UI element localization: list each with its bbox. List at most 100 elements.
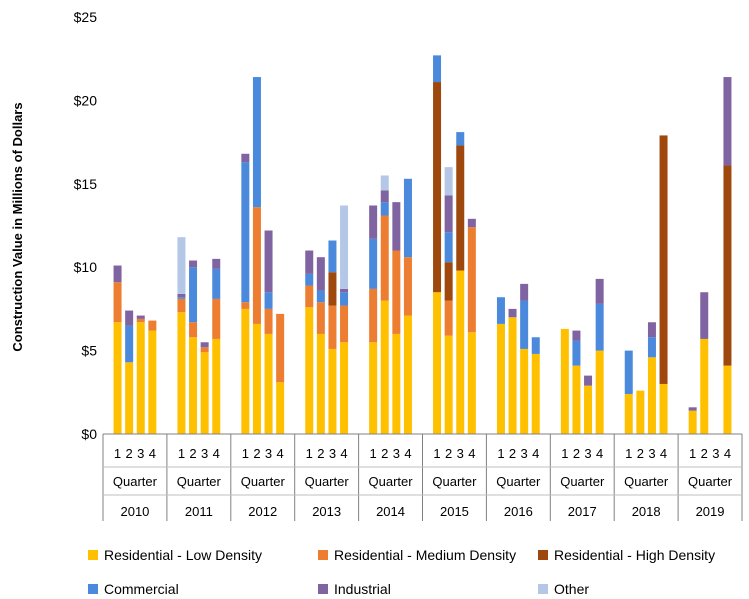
y-tick-label: $15 (74, 176, 98, 192)
bar-segment (125, 310, 134, 326)
bar-segment (595, 350, 604, 434)
y-tick-label: $25 (74, 9, 98, 25)
bar-segment (369, 342, 378, 434)
bar-segment (340, 292, 349, 306)
bar-segment (241, 308, 250, 434)
y-tick-label: $10 (74, 259, 98, 275)
year-tick-label: 2013 (312, 504, 341, 519)
quarter-tick-label: 2 (509, 446, 516, 461)
quarter-tick-label: 2 (701, 446, 708, 461)
bar-segment (433, 55, 442, 83)
bar-segment (403, 315, 412, 434)
bar-segment (647, 337, 656, 358)
bar-segment (340, 305, 349, 343)
bar-segment (403, 257, 412, 316)
quarter-tick-label: 2 (253, 446, 260, 461)
quarter-tick-label: 1 (433, 446, 440, 461)
bar-segment (584, 375, 593, 386)
quarter-tick-label: 4 (340, 446, 347, 461)
bar-segment (520, 348, 529, 434)
legend-swatch (88, 550, 98, 560)
legend-label: Industrial (334, 581, 391, 597)
quarter-tick-label: 3 (521, 446, 528, 461)
year-tick-label: 2018 (632, 504, 661, 519)
bar-segment (305, 307, 314, 434)
bar-segment (456, 270, 465, 434)
quarter-tick-label: 2 (445, 446, 452, 461)
bar-segment (264, 230, 273, 293)
bar-segment (212, 258, 221, 269)
quarter-axis-label: Quarter (113, 474, 158, 489)
bar-segment (316, 257, 325, 291)
bar-segment (177, 237, 186, 294)
y-axis-label: Construction Value in Millions of Dollar… (10, 102, 25, 351)
quarter-tick-label: 3 (393, 446, 400, 461)
quarter-tick-label: 4 (532, 446, 539, 461)
quarter-tick-label: 1 (497, 446, 504, 461)
bar-segment (305, 285, 314, 308)
bar-segment (467, 227, 476, 333)
bar-segment (700, 338, 709, 434)
bar-segment (369, 205, 378, 239)
quarter-tick-label: 2 (126, 446, 133, 461)
bar-segment (433, 82, 442, 293)
bar-segment (444, 262, 453, 301)
year-tick-label: 2016 (504, 504, 533, 519)
quarter-tick-label: 3 (329, 446, 336, 461)
bar-segment (136, 322, 145, 434)
quarter-tick-label: 1 (178, 446, 185, 461)
bar-segment (444, 167, 453, 196)
quarter-tick-label: 4 (213, 446, 220, 461)
legend-label: Residential - Medium Density (334, 547, 517, 563)
bar-segment (595, 278, 604, 304)
quarter-axis-label: Quarter (177, 474, 222, 489)
bars (113, 55, 732, 434)
bar-segment (305, 250, 314, 274)
bar-segment (624, 350, 633, 394)
y-tick-label: $0 (81, 426, 97, 442)
quarter-tick-label: 3 (584, 446, 591, 461)
bar-segment (125, 325, 134, 363)
quarter-tick-label: 3 (648, 446, 655, 461)
bar-segment (125, 362, 134, 434)
bar-segment (380, 175, 389, 191)
quarter-tick-label: 4 (468, 446, 475, 461)
bar-segment (252, 323, 261, 434)
y-tick-label: $5 (81, 343, 97, 359)
bar-segment (264, 333, 273, 434)
bar-segment (148, 320, 157, 331)
bar-segment (264, 308, 273, 334)
bar-segment (200, 342, 209, 348)
bar-segment (467, 332, 476, 434)
legend-item: Residential - Low Density (88, 547, 262, 563)
legend-label: Commercial (104, 581, 179, 597)
bar-segment (380, 215, 389, 301)
year-tick-label: 2012 (248, 504, 277, 519)
bar-segment (316, 333, 325, 434)
quarter-tick-label: 3 (137, 446, 144, 461)
bar-segment (276, 382, 285, 434)
bar-segment (252, 207, 261, 324)
y-axis-ticks: $0 $5 $10 $15 $20 $25 (74, 9, 98, 442)
quarter-tick-label: 2 (189, 446, 196, 461)
legend-item: Commercial (88, 581, 179, 597)
bar-segment (444, 232, 453, 263)
legend-label: Residential - High Density (554, 547, 716, 563)
bar-segment (508, 317, 517, 434)
bar-segment (444, 195, 453, 233)
bar-segment (584, 385, 593, 434)
bar-segment (212, 268, 221, 299)
legend: Residential - Low Density Residential - M… (0, 540, 749, 599)
quarter-tick-label: 3 (201, 446, 208, 461)
bar-segment (723, 165, 732, 366)
bar-segment (647, 322, 656, 338)
bar-segment (647, 357, 656, 434)
year-tick-label: 2015 (440, 504, 469, 519)
bar-segment (328, 305, 337, 349)
bar-segment (340, 205, 349, 289)
legend-swatch (538, 550, 548, 560)
quarter-axis-label: Quarter (688, 474, 733, 489)
legend-item: Other (538, 581, 589, 597)
bar-segment (189, 337, 198, 434)
bar-segment (136, 315, 145, 319)
